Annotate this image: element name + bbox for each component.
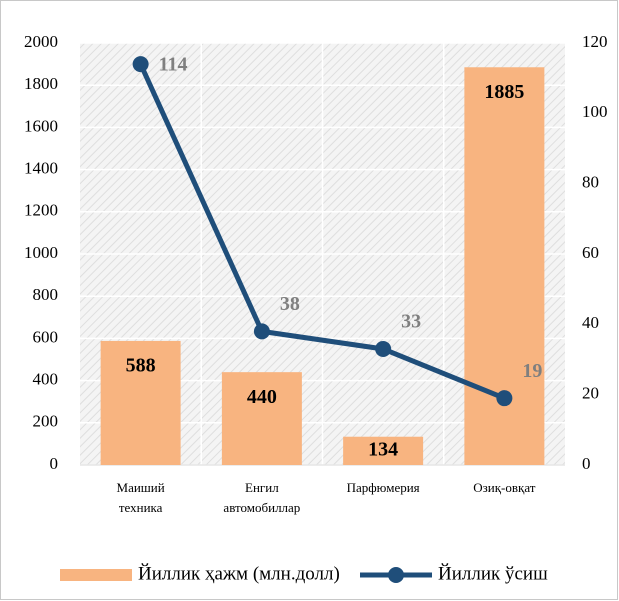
line-value-label: 33 <box>401 311 421 333</box>
x-tick-label: Маиший техника <box>117 480 165 515</box>
y-tick-label: 1000 <box>24 243 58 262</box>
y-tick-label: 1800 <box>24 74 58 93</box>
y-tick-label: 800 <box>33 285 59 304</box>
x-tick-label: Енгил автомобиллар <box>223 480 300 515</box>
line-marker <box>132 56 149 73</box>
bar <box>221 372 302 465</box>
bar <box>100 340 181 465</box>
x-tick-label: Озиқ-овқат <box>473 480 536 495</box>
y2-tick-label: 80 <box>582 173 599 192</box>
line-marker <box>496 390 513 407</box>
y-tick-label: 0 <box>50 454 59 473</box>
bar-value-label: 134 <box>368 439 398 461</box>
bar <box>343 436 424 465</box>
y-tick-label: 1600 <box>24 116 58 135</box>
y-tick-label: 400 <box>33 370 59 389</box>
y-tick-label: 1400 <box>24 159 58 178</box>
bar-value-label: 1885 <box>484 81 524 103</box>
x-tick-label: Парфюмерия <box>347 480 420 495</box>
y2-tick-label: 20 <box>582 384 599 403</box>
bar-value-label: 440 <box>247 386 277 408</box>
y-tick-label: 200 <box>33 412 59 431</box>
line-value-label: 114 <box>159 54 188 76</box>
legend-label: Йиллик ўсиш <box>438 563 548 584</box>
y-tick-label: 2000 <box>24 32 58 51</box>
y2-tick-label: 60 <box>582 243 599 262</box>
legend-marker <box>388 567 404 583</box>
y2-tick-label: 120 <box>582 32 608 51</box>
y-tick-label: 600 <box>33 327 59 346</box>
line-value-label: 19 <box>522 360 542 382</box>
line-value-label: 38 <box>280 293 300 315</box>
y2-tick-label: 100 <box>582 102 608 121</box>
line-marker <box>253 323 270 340</box>
line <box>138 63 506 401</box>
y-tick-label: 1200 <box>24 201 58 220</box>
bar-value-label: 588 <box>126 355 156 377</box>
legend-swatch <box>60 569 132 581</box>
y2-tick-label: 40 <box>582 313 599 332</box>
line-marker <box>375 340 392 357</box>
legend-label: Йиллик ҳажм (млн.долл) <box>138 563 340 584</box>
y2-tick-label: 0 <box>582 454 591 473</box>
